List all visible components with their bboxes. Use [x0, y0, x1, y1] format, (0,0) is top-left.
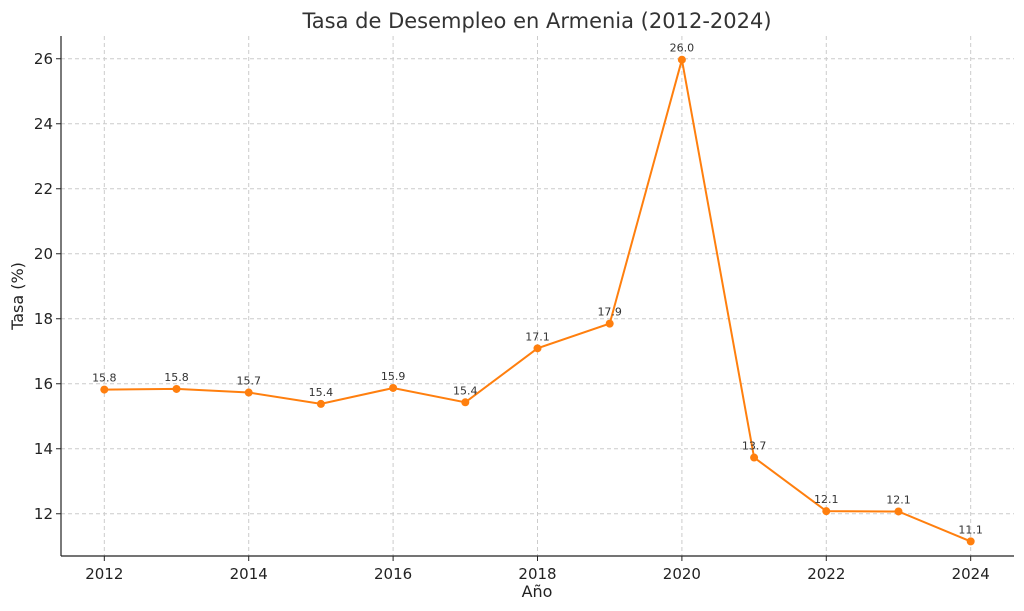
data-label: 13.7	[742, 440, 767, 453]
x-tick-label: 2014	[230, 565, 268, 583]
data-label: 15.7	[236, 375, 261, 388]
data-label: 15.8	[164, 371, 189, 384]
y-axis-label: Tasa (%)	[8, 262, 27, 331]
data-point	[822, 507, 831, 516]
data-point	[605, 319, 614, 328]
x-tick-label: 2018	[518, 565, 556, 583]
x-tick-label: 2022	[807, 565, 845, 583]
data-labels: 15.8 15.8 15.7 15.4 15.9 15.4 17.1 17.9 26.0 13.7…	[92, 42, 983, 537]
chart-title: Tasa de Desempleo en Armenia (2012-2024)	[301, 9, 771, 33]
y-tick-label: 16	[34, 375, 53, 393]
data-label: 15.4	[309, 386, 334, 399]
data-point	[533, 344, 542, 353]
data-label: 15.9	[381, 370, 406, 383]
data-point	[100, 385, 109, 394]
data-label: 26.0	[670, 42, 695, 55]
x-tick-label: 2020	[663, 565, 701, 583]
x-tick-label: 2012	[85, 565, 123, 583]
data-label: 11.1	[958, 523, 983, 536]
data-label: 15.4	[453, 384, 478, 397]
data-point	[894, 507, 903, 516]
x-tick-label: 2024	[952, 565, 990, 583]
data-label: 17.1	[525, 330, 550, 343]
data-label: 12.1	[886, 493, 911, 506]
y-tick-label: 18	[34, 310, 53, 328]
series-line	[100, 55, 975, 546]
data-label: 12.1	[814, 493, 839, 506]
y-tick-label: 24	[34, 115, 53, 133]
data-point	[461, 398, 470, 407]
x-tick-label: 2016	[374, 565, 412, 583]
y-tick-label: 26	[34, 50, 53, 68]
data-point	[172, 384, 181, 393]
grid	[61, 36, 1014, 556]
data-point	[750, 453, 759, 462]
y-tick-label: 12	[34, 505, 53, 523]
y-tick-label: 20	[34, 245, 53, 263]
y-tick-label: 22	[34, 180, 53, 198]
tick-labels: 2012 2014 2016 2018 2020 2022 2024121416182022…	[34, 50, 990, 583]
data-label: 15.8	[92, 372, 117, 385]
data-label: 17.9	[597, 306, 622, 319]
data-point	[966, 537, 975, 546]
x-axis-label: Año	[522, 582, 553, 601]
y-tick-label: 14	[34, 440, 53, 458]
series-polyline	[104, 59, 972, 543]
data-point	[316, 399, 325, 408]
data-point	[677, 55, 686, 64]
data-point	[389, 383, 398, 392]
data-point	[244, 388, 253, 397]
